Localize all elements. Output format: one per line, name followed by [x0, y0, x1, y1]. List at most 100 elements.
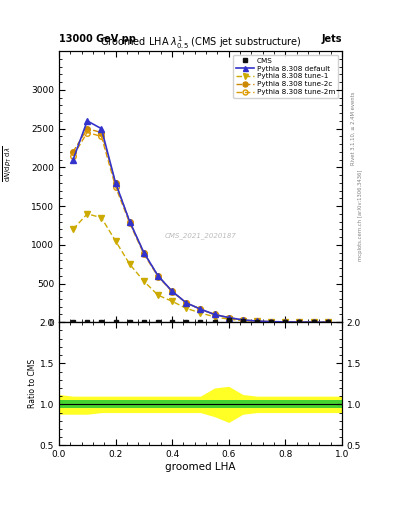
Pythia 8.308 tune-1 [156, 292, 160, 298]
Pythia 8.308 tune-2c [311, 319, 316, 325]
Pythia 8.308 tune-2m [283, 319, 288, 325]
Pythia 8.308 default [198, 306, 203, 312]
Pythia 8.308 tune-2m [170, 289, 174, 295]
Text: Rivet 3.1.10, ≥ 2.4M events: Rivet 3.1.10, ≥ 2.4M events [351, 91, 356, 165]
Pythia 8.308 tune-2c [184, 300, 189, 306]
Pythia 8.308 tune-2c [113, 180, 118, 186]
Pythia 8.308 tune-2m [141, 251, 146, 257]
Pythia 8.308 default [71, 157, 75, 163]
Pythia 8.308 tune-2c [325, 319, 330, 325]
Pythia 8.308 tune-1 [113, 238, 118, 244]
CMS [325, 319, 330, 325]
Pythia 8.308 default [113, 180, 118, 186]
Pythia 8.308 tune-2c [127, 219, 132, 225]
CMS [269, 319, 274, 325]
CMS [113, 319, 118, 325]
Pythia 8.308 default [99, 125, 104, 132]
Pythia 8.308 tune-2m [269, 318, 274, 325]
CMS [283, 319, 288, 325]
CMS [170, 319, 174, 325]
Pythia 8.308 tune-2m [255, 318, 259, 324]
Text: $\frac{1}{\mathrm{d}N/\mathrm{d}p_T}\frac{\mathrm{d}N}{\mathrm{d}\lambda}$: $\frac{1}{\mathrm{d}N/\mathrm{d}p_T}\fra… [0, 146, 14, 182]
Title: Groomed LHA $\lambda^{1}_{0.5}$ (CMS jet substructure): Groomed LHA $\lambda^{1}_{0.5}$ (CMS jet… [100, 34, 301, 51]
Pythia 8.308 tune-1 [127, 261, 132, 267]
Y-axis label: Ratio to CMS: Ratio to CMS [28, 359, 37, 409]
Pythia 8.308 tune-2c [99, 130, 104, 136]
Pythia 8.308 tune-2c [241, 317, 245, 323]
Pythia 8.308 default [269, 318, 274, 325]
Pythia 8.308 tune-1 [311, 319, 316, 325]
Pythia 8.308 default [283, 319, 288, 325]
Pythia 8.308 tune-2c [71, 149, 75, 155]
Pythia 8.308 tune-2m [241, 317, 245, 323]
Pythia 8.308 tune-2m [71, 153, 75, 159]
Pythia 8.308 tune-1 [283, 319, 288, 325]
Line: Pythia 8.308 default: Pythia 8.308 default [70, 118, 331, 325]
Line: Pythia 8.308 tune-2c: Pythia 8.308 tune-2c [70, 126, 331, 325]
Pythia 8.308 default [156, 273, 160, 279]
Pythia 8.308 default [85, 118, 90, 124]
CMS [255, 319, 259, 325]
Pythia 8.308 tune-2m [113, 184, 118, 190]
Pythia 8.308 tune-1 [269, 319, 274, 325]
Pythia 8.308 default [212, 311, 217, 317]
Pythia 8.308 default [297, 319, 302, 325]
Pythia 8.308 tune-1 [212, 314, 217, 320]
Pythia 8.308 tune-1 [184, 305, 189, 311]
Text: Jets: Jets [321, 33, 342, 44]
Pythia 8.308 default [325, 319, 330, 325]
Pythia 8.308 tune-2c [156, 273, 160, 279]
CMS [127, 319, 132, 325]
Pythia 8.308 default [170, 288, 174, 294]
Pythia 8.308 default [311, 319, 316, 325]
Pythia 8.308 tune-2m [156, 273, 160, 280]
CMS [99, 319, 104, 325]
Text: mcplots.cern.ch [arXiv:1306.3436]: mcplots.cern.ch [arXiv:1306.3436] [358, 169, 363, 261]
Pythia 8.308 tune-2c [198, 306, 203, 312]
Pythia 8.308 tune-1 [198, 310, 203, 316]
Line: Pythia 8.308 tune-2m: Pythia 8.308 tune-2m [70, 130, 331, 325]
Pythia 8.308 tune-2c [85, 125, 90, 132]
Pythia 8.308 default [127, 219, 132, 225]
CMS [297, 319, 302, 325]
Pythia 8.308 tune-1 [226, 316, 231, 322]
CMS [184, 319, 189, 325]
CMS [156, 319, 160, 325]
Pythia 8.308 tune-1 [71, 226, 75, 232]
CMS [226, 317, 231, 324]
CMS [71, 319, 75, 325]
CMS [198, 319, 203, 325]
Pythia 8.308 tune-1 [141, 278, 146, 284]
X-axis label: groomed LHA: groomed LHA [165, 462, 236, 472]
Pythia 8.308 tune-1 [255, 318, 259, 325]
CMS [141, 319, 146, 325]
Pythia 8.308 tune-2m [325, 319, 330, 325]
CMS [212, 319, 217, 325]
Line: Pythia 8.308 tune-1: Pythia 8.308 tune-1 [70, 211, 331, 325]
Pythia 8.308 default [184, 300, 189, 306]
Pythia 8.308 tune-2m [99, 133, 104, 139]
Pythia 8.308 tune-1 [170, 298, 174, 305]
Pythia 8.308 tune-2c [283, 319, 288, 325]
Pythia 8.308 tune-2c [269, 318, 274, 325]
Pythia 8.308 tune-2m [85, 130, 90, 136]
CMS [311, 319, 316, 325]
Pythia 8.308 default [255, 318, 259, 324]
Pythia 8.308 tune-1 [99, 215, 104, 221]
Pythia 8.308 tune-2m [184, 300, 189, 306]
Pythia 8.308 default [241, 317, 245, 323]
Pythia 8.308 tune-2c [226, 314, 231, 321]
Pythia 8.308 tune-2m [311, 319, 316, 325]
Pythia 8.308 default [226, 314, 231, 321]
CMS [241, 318, 245, 325]
Pythia 8.308 tune-1 [241, 317, 245, 324]
Pythia 8.308 tune-2m [226, 315, 231, 321]
Pythia 8.308 tune-2m [212, 312, 217, 318]
Text: 13000 GeV pp: 13000 GeV pp [59, 33, 136, 44]
Pythia 8.308 tune-1 [325, 319, 330, 325]
Pythia 8.308 tune-2c [212, 311, 217, 317]
Pythia 8.308 tune-2c [141, 249, 146, 255]
Pythia 8.308 tune-2m [127, 220, 132, 226]
Pythia 8.308 tune-2c [255, 318, 259, 324]
Pythia 8.308 tune-1 [297, 319, 302, 325]
